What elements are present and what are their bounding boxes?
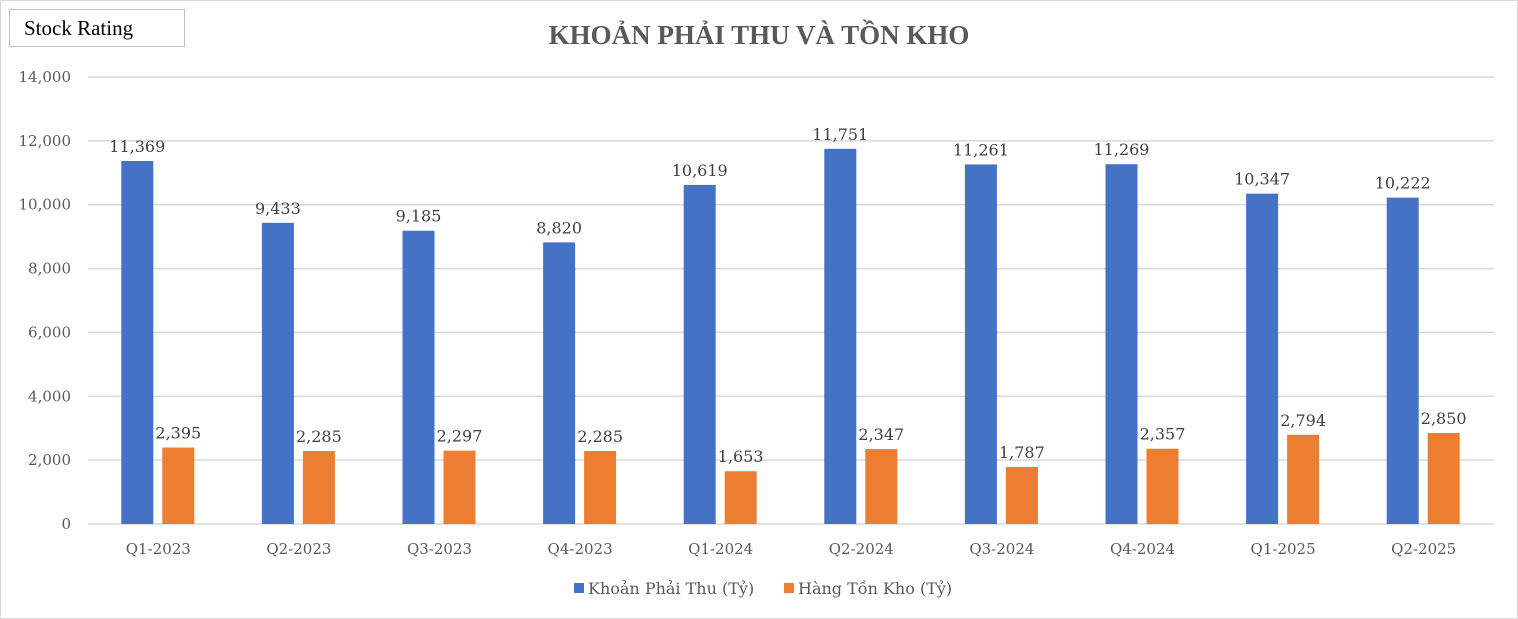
y-tick-label: 10,000: [19, 196, 72, 214]
bar-khoan-phai-thu: [1105, 164, 1138, 524]
data-label: 10,347: [1234, 170, 1290, 189]
y-tick-label: 4,000: [28, 387, 71, 405]
y-tick-label: 2,000: [28, 451, 71, 469]
legend-label: Hàng Tồn Kho (Tỷ): [798, 579, 952, 598]
y-tick-label: 0: [61, 515, 71, 533]
data-label: 2,297: [437, 427, 483, 446]
x-tick-label: Q3-2023: [407, 540, 472, 558]
y-tick-label: 6,000: [28, 323, 71, 341]
bar-hang-ton-kho: [302, 451, 335, 524]
data-label: 2,285: [296, 427, 342, 446]
data-label: 8,820: [536, 218, 582, 237]
stock-rating-badge: Stock Rating: [9, 9, 185, 47]
x-tick-label: Q4-2024: [1110, 540, 1175, 558]
data-label: 2,285: [577, 427, 623, 446]
data-label: 9,185: [396, 207, 442, 226]
bar-khoan-phai-thu: [1246, 193, 1279, 524]
x-tick-label: Q2-2024: [829, 540, 894, 558]
bar-hang-ton-kho: [1146, 448, 1179, 524]
bar-khoan-phai-thu: [824, 148, 857, 524]
x-tick-label: Q1-2024: [688, 540, 753, 558]
data-label: 2,794: [1280, 411, 1326, 430]
bar-hang-ton-kho: [1005, 466, 1038, 524]
data-label: 11,751: [812, 125, 868, 144]
data-label: 1,787: [999, 443, 1045, 462]
bar-khoan-phai-thu: [402, 230, 435, 524]
x-tick-label: Q2-2023: [266, 540, 331, 558]
data-label: 2,357: [1140, 425, 1186, 444]
bar-hang-ton-kho: [162, 447, 195, 524]
data-label: 2,395: [155, 424, 201, 443]
data-label: 11,261: [953, 140, 1009, 159]
bar-hang-ton-kho: [584, 451, 617, 524]
x-tick-label: Q1-2025: [1251, 540, 1316, 558]
data-label: 11,269: [1094, 140, 1150, 159]
data-label: 2,347: [858, 425, 904, 444]
y-tick-label: 12,000: [19, 132, 72, 150]
data-label: 10,222: [1375, 174, 1431, 193]
bar-hang-ton-kho: [865, 449, 898, 524]
data-label: 2,850: [1421, 409, 1467, 428]
x-tick-label: Q4-2023: [548, 540, 613, 558]
bar-hang-ton-kho: [1427, 433, 1460, 524]
data-label: 10,619: [672, 161, 728, 180]
bar-khoan-phai-thu: [121, 161, 154, 524]
y-tick-label: 8,000: [28, 260, 71, 278]
bar-hang-ton-kho: [1287, 434, 1320, 524]
bar-khoan-phai-thu: [964, 164, 997, 524]
data-label: 1,653: [718, 447, 764, 466]
x-tick-label: Q2-2025: [1391, 540, 1456, 558]
legend-label: Khoản Phải Thu (Tỷ): [588, 579, 754, 598]
chart-title: KHOẢN PHẢI THU VÀ TỒN KHO: [549, 19, 970, 50]
bar-hang-ton-kho: [724, 471, 757, 524]
data-label: 11,369: [109, 137, 165, 156]
y-tick-label: 14,000: [19, 68, 72, 86]
x-tick-label: Q1-2023: [126, 540, 191, 558]
bar-khoan-phai-thu: [543, 242, 576, 524]
bar-khoan-phai-thu: [683, 184, 716, 524]
bar-khoan-phai-thu: [1386, 197, 1419, 524]
data-label: 9,433: [255, 199, 301, 218]
legend-swatch: [574, 583, 584, 593]
bar-hang-ton-kho: [443, 450, 476, 524]
legend-swatch: [784, 583, 794, 593]
x-tick-label: Q3-2024: [969, 540, 1034, 558]
bar-khoan-phai-thu: [261, 222, 294, 524]
